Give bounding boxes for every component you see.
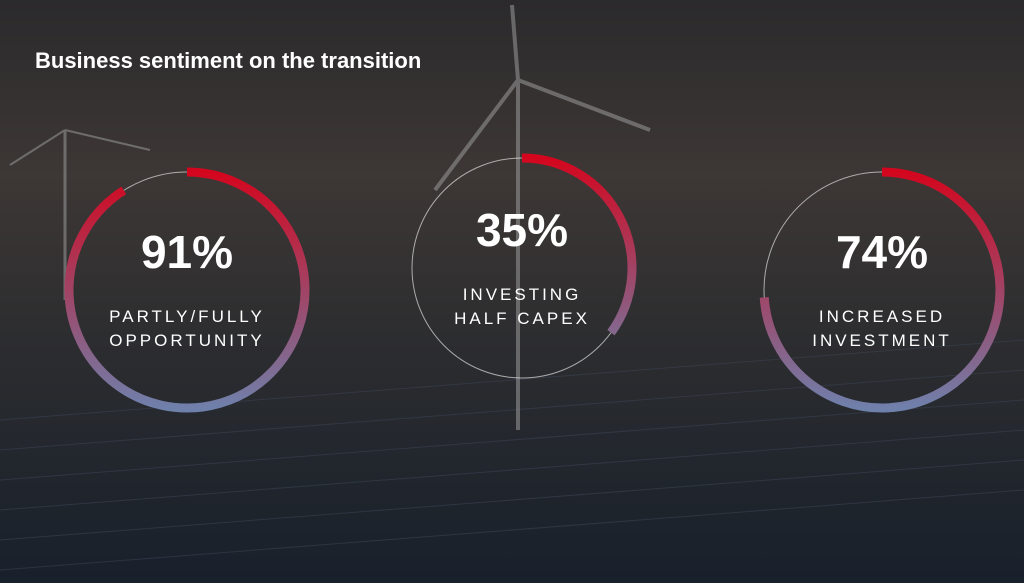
slide-title: Business sentiment on the transition	[35, 48, 421, 73]
wind-turbine	[9, 4, 651, 430]
gauge-value: 91%	[141, 226, 233, 278]
gauge-value: 35%	[476, 204, 568, 256]
gauge-arc	[759, 167, 1005, 413]
gauge-arc	[64, 167, 310, 413]
gauge: 35% INVESTING HALF CAPEX	[411, 153, 637, 379]
gauge-arc	[521, 153, 637, 336]
gauge-label: OPPORTUNITY	[109, 331, 264, 350]
gauge: 91% PARTLY/FULLY OPPORTUNITY	[64, 167, 310, 413]
gauge-label: INVESTMENT	[812, 331, 952, 350]
gauge-label: INCREASED	[819, 307, 945, 326]
gauge-label: HALF CAPEX	[454, 309, 590, 328]
gauge-label: INVESTING	[463, 285, 582, 304]
gauge-label: PARTLY/FULLY	[109, 307, 265, 326]
gauge-value: 74%	[836, 226, 928, 278]
gauge: 74% INCREASED INVESTMENT	[759, 167, 1005, 413]
